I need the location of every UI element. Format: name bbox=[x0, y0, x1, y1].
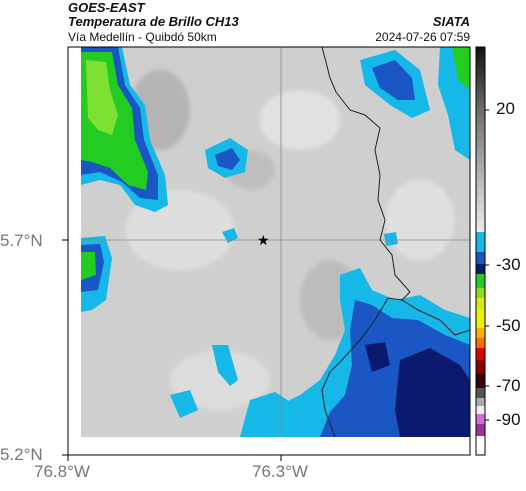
colorbar-tick-minus30: -30 bbox=[496, 255, 521, 274]
department-border bbox=[321, 47, 411, 437]
colorbar-tick-minus50: -50 bbox=[496, 316, 521, 335]
product-title: Temperatura de Brillo CH13 bbox=[68, 14, 239, 29]
datetime-label: 2024-07-26 07:59 bbox=[375, 30, 470, 44]
map-frame bbox=[67, 46, 471, 456]
colorbar-tick-20: 20 bbox=[496, 99, 515, 118]
satellite-title: GOES-EAST bbox=[68, 0, 145, 15]
department-border-east bbox=[401, 299, 470, 336]
colorbar-tick-minus70: -70 bbox=[496, 376, 521, 395]
x-tick-label-76-3: 76.3°W bbox=[252, 462, 308, 481]
x-tick-label-76-8: 76.8°W bbox=[34, 462, 90, 481]
satellite-imagery bbox=[81, 47, 470, 437]
star-icon: ★ bbox=[257, 233, 270, 249]
cloud-cluster-southeast bbox=[240, 268, 470, 437]
region-subtitle: Vía Medellín - Quibdó 50km bbox=[68, 30, 217, 44]
colorbar-tick-minus90: -90 bbox=[496, 410, 521, 429]
org-label: SIATA bbox=[432, 14, 470, 29]
colorbar bbox=[475, 46, 489, 456]
y-tick-label-5-7: 5.7°N bbox=[0, 231, 43, 250]
y-tick-label-5-2: 5.2°N bbox=[0, 445, 43, 464]
cloud-cluster-northeast bbox=[360, 47, 470, 160]
cloud-cells-center bbox=[81, 138, 398, 418]
cloud-cluster-northwest bbox=[81, 47, 168, 212]
